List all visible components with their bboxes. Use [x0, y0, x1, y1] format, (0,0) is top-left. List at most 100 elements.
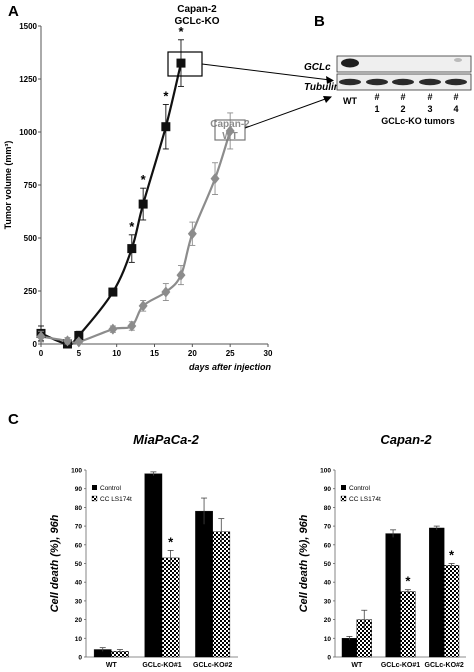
ko-data-point [74, 331, 84, 341]
legend-control-swatch [341, 485, 346, 490]
wt-data-point [161, 286, 171, 298]
cc-ls174t-bar [161, 557, 180, 658]
y-tick-label: 80 [324, 505, 332, 512]
y-tick-label: 250 [24, 287, 38, 296]
y-tick-label: 70 [75, 524, 83, 531]
control-bar [385, 533, 401, 658]
wt-arrow-head [323, 96, 332, 103]
y-tick-label: 100 [71, 468, 82, 475]
tubulin-band [392, 78, 414, 86]
ko-arrow [201, 63, 331, 81]
tubulin-band [339, 78, 361, 86]
significance-star: * [141, 172, 147, 187]
blot-lane-number: 4 [453, 104, 458, 114]
panel-label-b: B [314, 13, 325, 30]
significance-star: * [129, 219, 135, 234]
cc-ls174t-bar [443, 565, 460, 658]
western-blot: GCLc Tubulin WT #1 #2 #3 #4 GCLc-KO tumors [304, 55, 472, 126]
wt-series-label-line1: Capan-2 [210, 119, 250, 130]
y-tick-label: 500 [24, 234, 38, 243]
wt-arrow [244, 97, 329, 129]
wt-data-point [210, 173, 220, 185]
category-label: GCLc-KO#1 [142, 662, 181, 669]
tubulin-band [445, 78, 467, 86]
blot-wt-lane-label: WT [343, 96, 357, 106]
x-tick-label: 10 [112, 349, 121, 358]
y-tick-label: 40 [75, 580, 83, 587]
y-tick-label: 1250 [19, 75, 37, 84]
wt-data-point [36, 331, 46, 343]
wt-data-point [108, 323, 118, 335]
bar-chart-title: Capan-2 [380, 432, 432, 447]
cc-ls174t-bar [400, 591, 416, 658]
blot-tubulin-label: Tubulin [304, 82, 340, 93]
x-tick-label: 0 [39, 349, 44, 358]
y-tick-label: 90 [75, 486, 83, 493]
ko-data-point [176, 58, 186, 68]
blot-caption: GCLc-KO tumors [381, 116, 455, 126]
blot-lane-number: 2 [400, 104, 405, 114]
y-tick-label: 40 [324, 580, 332, 587]
panel-label-a: A [8, 3, 19, 20]
y-tick-label: 0 [78, 655, 82, 662]
ko-arrow-head [326, 76, 334, 84]
y-tick-label: 50 [324, 561, 332, 568]
x-tick-label: 20 [188, 349, 197, 358]
blot-lane-hash: # [400, 92, 405, 102]
significance-star: * [163, 88, 169, 103]
wt-data-point [187, 228, 197, 240]
y-tick-label: 750 [24, 181, 38, 190]
ko-data-point [108, 287, 118, 297]
tubulin-band [366, 78, 388, 86]
blot-lane-hash: # [374, 92, 379, 102]
wt-highlight-box [214, 119, 246, 141]
legend-cc-swatch [91, 495, 98, 502]
blot-lane-number: 3 [427, 104, 432, 114]
control-bar [195, 510, 213, 658]
y-axis-label: Cell death (%), 96h [49, 514, 61, 612]
y-tick-label: 30 [75, 598, 83, 605]
gclc-faint-band [454, 58, 462, 62]
significance-star: * [405, 574, 411, 589]
y-tick-label: 60 [324, 542, 332, 549]
significance-star: * [178, 24, 184, 39]
wt-data-point [225, 125, 235, 137]
wt-data-point [127, 320, 137, 332]
y-tick-label: 100 [320, 468, 331, 475]
category-label: WT [106, 662, 118, 669]
x-tick-label: 15 [150, 349, 159, 358]
wt-data-point [138, 300, 148, 312]
y-axis-label: Cell death (%), 96h [298, 514, 310, 612]
y-tick-label: 60 [75, 542, 83, 549]
control-bar [429, 527, 445, 658]
x-axis-label: days after injection [189, 362, 272, 372]
wt-data-point [176, 269, 186, 281]
capan-bar-chart: Capan-2 Cell death (%), 96h 0 10 20 30 40 50 60 7… [298, 432, 466, 669]
y-tick-label: 10 [324, 636, 332, 643]
y-tick-label: 80 [75, 505, 83, 512]
blot-lane-hash: # [427, 92, 432, 102]
y-tick-label: 70 [324, 524, 332, 531]
category-label: GCLc-KO#2 [425, 662, 464, 669]
category-label: GCLc-KO#2 [193, 662, 232, 669]
legend-cc-label: CC LS174t [100, 496, 132, 503]
wt-series-label-line2: WT [222, 131, 238, 142]
y-tick-label: 90 [324, 486, 332, 493]
blot-lane-hash: # [453, 92, 458, 102]
gclc-band-wt [341, 58, 359, 68]
y-axis-label: Tumor volume (mm³) [3, 141, 13, 230]
ko-series-label-line1: Capan-2 [177, 4, 217, 15]
bar-chart-title: MiaPaCa-2 [133, 432, 200, 447]
miapaca-bar-chart: MiaPaCa-2 Cell death (%), 96h 0 10 20 30 40 50 6… [49, 432, 238, 669]
wt-data-point [62, 335, 72, 347]
category-label: GCLc-KO#1 [381, 662, 420, 669]
ko-series-line [40, 62, 183, 346]
y-tick-label: 1000 [19, 128, 37, 137]
ko-series-label-line2: GCLc-KO [175, 16, 220, 27]
x-tick-label: 5 [77, 349, 82, 358]
y-tick-label: 50 [75, 561, 83, 568]
blot-lane-number: 1 [374, 104, 379, 114]
blot-gclc-label: GCLc [304, 62, 331, 73]
control-bar [341, 638, 358, 658]
